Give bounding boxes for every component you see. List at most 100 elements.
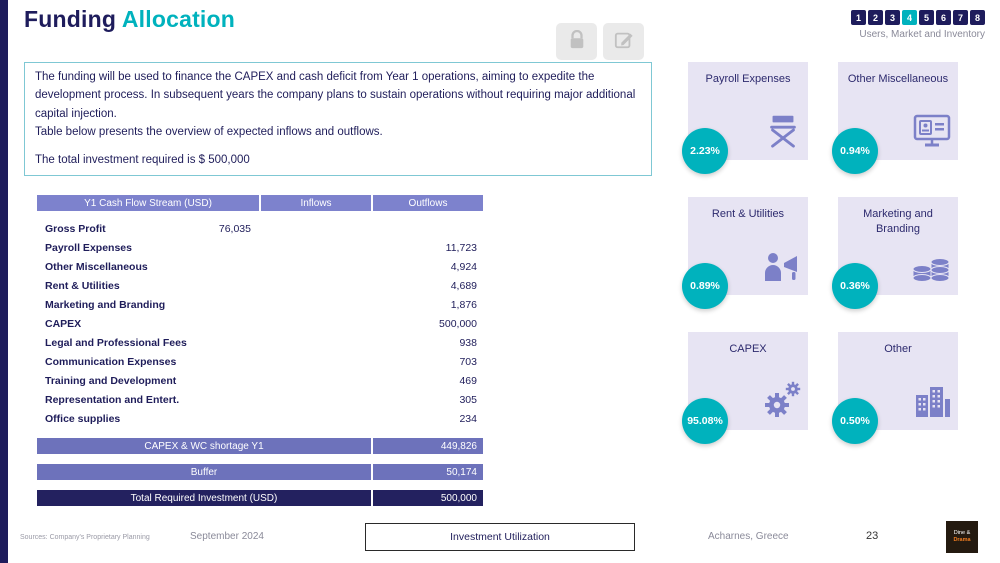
table-row: Communication Expenses 703 — [37, 352, 483, 371]
edit-button[interactable] — [603, 23, 644, 60]
row-outflow: 305 — [459, 393, 477, 406]
page-square-8[interactable]: 8 — [970, 10, 985, 25]
row-label: CAPEX — [45, 317, 82, 330]
company-logo: Dine & Drama — [946, 521, 978, 553]
row-outflow: 938 — [459, 336, 477, 349]
card-title: Other Miscellaneous — [847, 73, 949, 85]
table-header-row: Y1 Cash Flow Stream (USD) Inflows Outflo… — [37, 195, 483, 211]
card-rent-utilities: Rent & Utilities 0.89% — [682, 197, 808, 309]
left-accent-bar — [0, 0, 8, 563]
percent-badge: 0.89% — [682, 263, 728, 309]
table-row: Office supplies 234 — [37, 409, 483, 428]
row-label: Payroll Expenses — [45, 241, 132, 254]
footer-location: Acharnes, Greece — [708, 531, 789, 542]
cash-flow-table: Y1 Cash Flow Stream (USD) Inflows Outflo… — [37, 195, 483, 506]
row-outflow: 1,876 — [450, 298, 477, 311]
row-outflow: 469 — [459, 374, 477, 387]
director-chair-icon — [764, 111, 802, 154]
row-outflow: 4,924 — [450, 260, 477, 273]
percent-badge: 2.23% — [682, 128, 728, 174]
summary-value: 50,174 — [373, 464, 483, 480]
percent-badge: 0.36% — [832, 263, 878, 309]
intro-text-box: The funding will be used to finance the … — [24, 62, 652, 176]
summary-label: Total Required Investment (USD) — [37, 490, 371, 506]
summary-value: 449,826 — [373, 438, 483, 454]
card-title: CAPEX — [729, 343, 767, 355]
page-title: Funding Allocation — [24, 6, 235, 33]
summary-label: Buffer — [37, 464, 371, 480]
summary-row-total: Total Required Investment (USD) 500,000 — [37, 490, 483, 506]
footer-date: September 2024 — [190, 531, 264, 542]
table-row: Rent & Utilities 4,689 — [37, 276, 483, 295]
toolbar — [556, 23, 644, 60]
card-title: Marketing and Branding — [863, 208, 933, 235]
investment-utilization-button[interactable]: Investment Utilization — [365, 523, 635, 551]
table-row: Other Miscellaneous 4,924 — [37, 257, 483, 276]
column-header-outflows: Outflows — [373, 195, 483, 211]
summary-row-buffer: Buffer 50,174 — [37, 464, 483, 480]
lock-button[interactable] — [556, 23, 597, 60]
row-outflow: 11,723 — [445, 241, 477, 254]
table-row: Payroll Expenses 11,723 — [37, 238, 483, 257]
total-investment-line: The total investment required is $ 500,0… — [35, 153, 250, 166]
column-header-inflows: Inflows — [261, 195, 371, 211]
id-monitor-icon — [912, 113, 952, 154]
row-label: Legal and Professional Fees — [45, 336, 187, 349]
table-row: CAPEX 500,000 — [37, 314, 483, 333]
row-outflow: 500,000 — [439, 317, 477, 330]
table-body: Gross Profit 76,035 Payroll Expenses 11,… — [37, 219, 483, 428]
percent-badge: 0.50% — [832, 398, 878, 444]
row-label: Training and Development — [45, 374, 177, 387]
page-number-squares: 1 2 3 4 5 6 7 8 — [851, 10, 985, 25]
card-title: Other — [884, 343, 912, 355]
percent-badge: 0.94% — [832, 128, 878, 174]
page-square-2[interactable]: 2 — [868, 10, 883, 25]
page-square-1[interactable]: 1 — [851, 10, 866, 25]
edit-icon — [614, 30, 634, 53]
slide-pagination: 1 2 3 4 5 6 7 8 Users, Market and Invent… — [851, 10, 985, 40]
percent-badge: 95.08% — [682, 398, 728, 444]
row-label: Gross Profit — [45, 222, 106, 235]
page-square-4-active[interactable]: 4 — [902, 10, 917, 25]
column-header-stream: Y1 Cash Flow Stream (USD) — [37, 195, 259, 211]
allocation-cards-grid: Payroll Expenses 2.23% Other Miscellaneo… — [682, 62, 960, 444]
page-square-3[interactable]: 3 — [885, 10, 900, 25]
summary-value: 500,000 — [373, 490, 483, 506]
card-payroll-expenses: Payroll Expenses 2.23% — [682, 62, 808, 174]
page-square-5[interactable]: 5 — [919, 10, 934, 25]
card-title: Payroll Expenses — [705, 73, 791, 85]
page-title-accent: Allocation — [121, 6, 236, 32]
row-outflow: 703 — [459, 355, 477, 368]
card-title: Rent & Utilities — [711, 208, 785, 220]
table-row: Training and Development 469 — [37, 371, 483, 390]
row-label: Marketing and Branding — [45, 298, 166, 311]
page-title-primary: Funding — [24, 6, 117, 32]
coins-icon — [910, 250, 952, 289]
announcer-megaphone-icon — [762, 250, 802, 289]
row-label: Other Miscellaneous — [45, 260, 148, 273]
footer-sources: Sources: Company's Proprietary Planning — [20, 534, 150, 541]
row-label: Rent & Utilities — [45, 279, 120, 292]
row-label: Communication Expenses — [45, 355, 177, 368]
pagination-subtitle: Users, Market and Inventory — [859, 29, 985, 40]
summary-row-capex-wc: CAPEX & WC shortage Y1 449,826 — [37, 438, 483, 454]
row-label: Representation and Entert. — [45, 393, 180, 406]
logo-line-1: Dine & — [953, 529, 971, 536]
card-other-miscellaneous: Other Miscellaneous — [832, 62, 958, 174]
row-outflow: 4,689 — [450, 279, 477, 292]
page-square-7[interactable]: 7 — [953, 10, 968, 25]
card-other: Other — [832, 332, 958, 444]
footer-page-number: 23 — [866, 530, 879, 542]
table-row: Marketing and Branding 1,876 — [37, 295, 483, 314]
card-capex: CAPEX — [682, 332, 808, 444]
logo-line-2: Drama — [953, 537, 971, 543]
gears-icon — [762, 379, 802, 424]
row-inflow: 76,035 — [218, 222, 251, 235]
table-row: Legal and Professional Fees 938 — [37, 333, 483, 352]
summary-label: CAPEX & WC shortage Y1 — [37, 438, 371, 454]
row-outflow: 234 — [459, 412, 477, 425]
table-row: Gross Profit 76,035 — [37, 219, 483, 238]
page-square-6[interactable]: 6 — [936, 10, 951, 25]
lock-icon — [568, 29, 586, 53]
